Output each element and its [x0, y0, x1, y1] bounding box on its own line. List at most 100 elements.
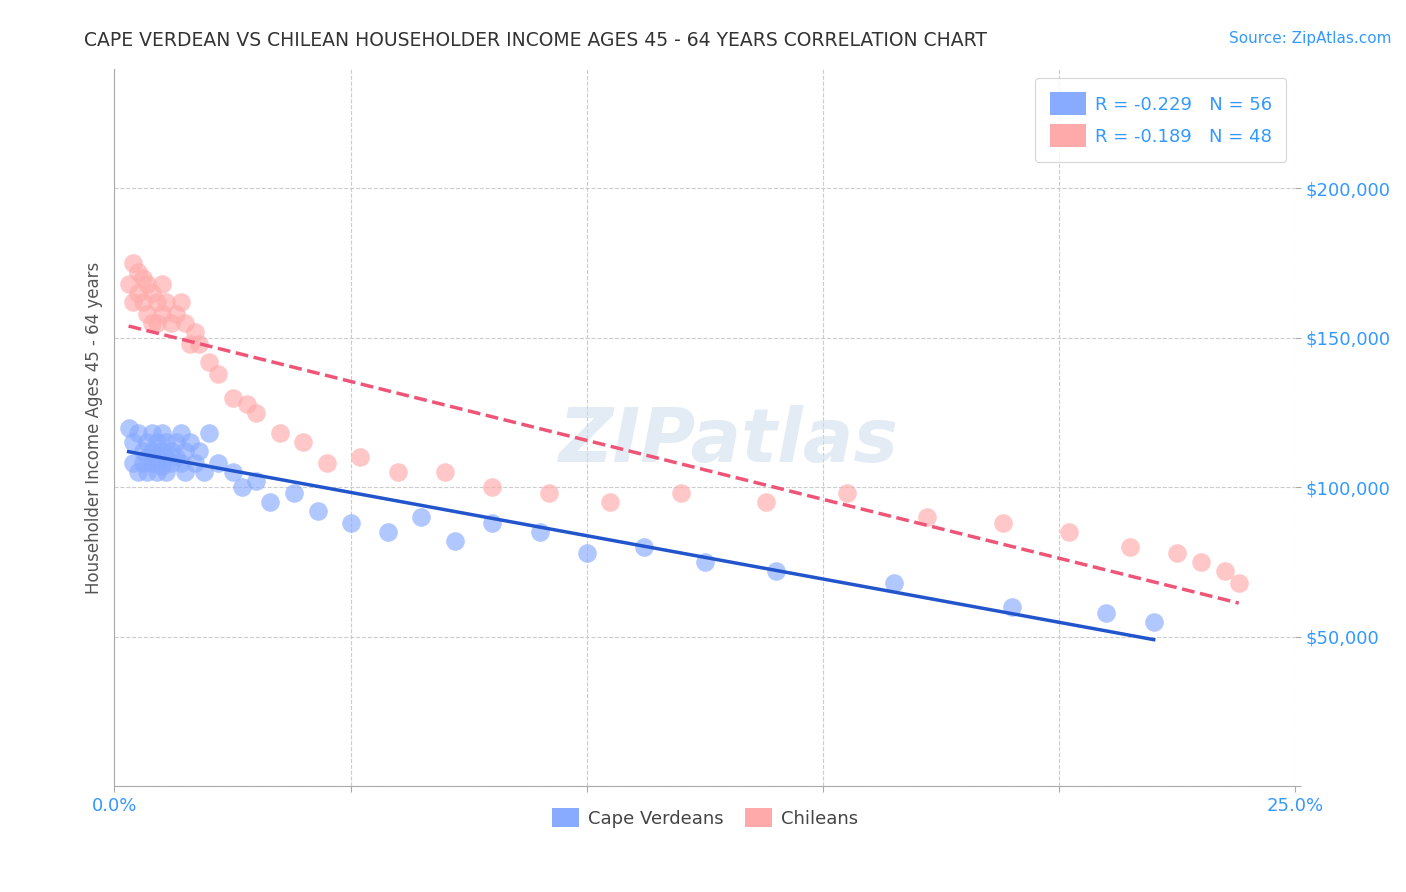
Point	[575, 546, 598, 560]
Point	[755, 495, 778, 509]
Point	[169, 426, 191, 441]
Point	[169, 294, 191, 309]
Point	[117, 420, 139, 434]
Point	[1227, 576, 1250, 591]
Point	[165, 450, 187, 465]
Point	[443, 534, 465, 549]
Point	[141, 457, 163, 471]
Point	[146, 435, 169, 450]
Point	[160, 444, 183, 458]
Point	[136, 435, 159, 450]
Point	[136, 277, 159, 291]
Point	[122, 294, 145, 309]
Point	[146, 450, 169, 465]
Point	[160, 316, 183, 330]
Point	[1189, 555, 1212, 569]
Point	[127, 466, 149, 480]
Point	[207, 367, 229, 381]
Point	[183, 325, 205, 339]
Point	[915, 510, 938, 524]
Point	[765, 564, 787, 578]
Point	[1001, 599, 1024, 614]
Point	[537, 486, 560, 500]
Point	[481, 516, 503, 531]
Point	[411, 510, 433, 524]
Point	[269, 426, 291, 441]
Point	[1057, 525, 1080, 540]
Point	[231, 480, 253, 494]
Point	[188, 444, 211, 458]
Point	[169, 457, 191, 471]
Point	[671, 486, 693, 500]
Point	[1213, 564, 1236, 578]
Point	[141, 426, 163, 441]
Point	[198, 426, 221, 441]
Point	[221, 466, 243, 480]
Point	[1119, 540, 1142, 554]
Point	[132, 444, 155, 458]
Point	[377, 525, 399, 540]
Point	[146, 316, 169, 330]
Point	[883, 576, 905, 591]
Point	[198, 354, 221, 368]
Point	[122, 435, 145, 450]
Point	[316, 457, 339, 471]
Point	[193, 466, 215, 480]
Point	[174, 316, 197, 330]
Point	[245, 475, 267, 489]
Point	[141, 316, 163, 330]
Point	[1095, 606, 1118, 620]
Point	[122, 457, 145, 471]
Point	[146, 466, 169, 480]
Point	[141, 444, 163, 458]
Point	[481, 480, 503, 494]
Point	[155, 435, 177, 450]
Point	[349, 450, 371, 465]
Point	[599, 495, 621, 509]
Point	[1166, 546, 1188, 560]
Point	[991, 516, 1014, 531]
Point	[127, 285, 149, 300]
Point	[132, 271, 155, 285]
Point	[179, 336, 201, 351]
Point	[307, 504, 329, 518]
Point	[150, 444, 173, 458]
Y-axis label: Householder Income Ages 45 - 64 years: Householder Income Ages 45 - 64 years	[86, 261, 103, 593]
Point	[387, 466, 409, 480]
Point	[165, 435, 187, 450]
Point	[174, 466, 197, 480]
Point	[221, 391, 243, 405]
Point	[434, 466, 457, 480]
Point	[136, 307, 159, 321]
Point	[245, 405, 267, 419]
Point	[132, 294, 155, 309]
Point	[150, 426, 173, 441]
Point	[165, 307, 187, 321]
Point	[136, 450, 159, 465]
Point	[127, 426, 149, 441]
Point	[155, 294, 177, 309]
Point	[146, 294, 169, 309]
Point	[633, 540, 655, 554]
Point	[693, 555, 716, 569]
Point	[150, 307, 173, 321]
Point	[150, 459, 173, 474]
Point	[183, 457, 205, 471]
Point	[339, 516, 361, 531]
Point	[1143, 615, 1166, 629]
Point	[292, 435, 315, 450]
Point	[150, 277, 173, 291]
Text: Source: ZipAtlas.com: Source: ZipAtlas.com	[1229, 31, 1392, 46]
Point	[529, 525, 551, 540]
Point	[235, 396, 257, 410]
Point	[122, 256, 145, 270]
Point	[207, 457, 229, 471]
Point	[141, 285, 163, 300]
Point	[160, 457, 183, 471]
Text: CAPE VERDEAN VS CHILEAN HOUSEHOLDER INCOME AGES 45 - 64 YEARS CORRELATION CHART: CAPE VERDEAN VS CHILEAN HOUSEHOLDER INCO…	[84, 31, 987, 50]
Point	[283, 486, 305, 500]
Legend: Cape Verdeans, Chileans: Cape Verdeans, Chileans	[544, 801, 866, 835]
Point	[188, 336, 211, 351]
Text: ZIPatlas: ZIPatlas	[558, 405, 898, 478]
Point	[179, 435, 201, 450]
